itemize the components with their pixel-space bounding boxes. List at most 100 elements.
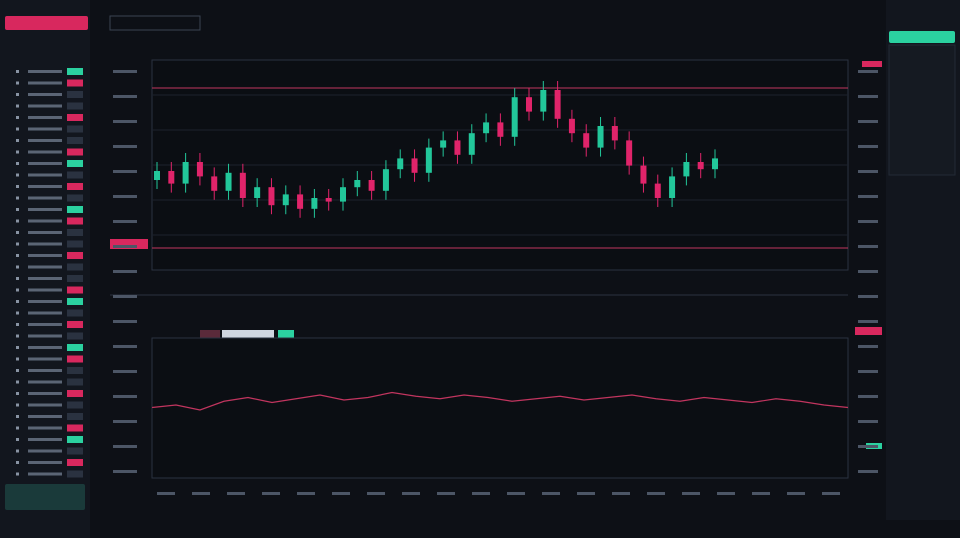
row-text [28,219,62,223]
row-text [28,323,62,326]
tab[interactable] [222,330,274,339]
row-text [28,380,62,384]
time-label [367,492,385,495]
candle-body [497,122,504,137]
row-text [28,265,62,269]
axis-label [113,220,137,223]
time-label [682,492,700,495]
row-badge [67,286,83,294]
time-label [752,492,770,495]
row-dot [16,219,19,223]
right-button[interactable] [889,31,955,43]
row-text [28,162,62,165]
axis-label [113,370,137,373]
candle-body [268,187,275,206]
row-badge [67,436,83,443]
candle-body [440,140,447,148]
row-dot [16,254,19,257]
row-dot [16,334,19,338]
axis-label [858,70,878,73]
right-box [888,44,956,176]
row-text [28,116,62,119]
candle-body [311,198,318,209]
axis-label [858,395,878,398]
row-badge [67,206,83,213]
candle-body [568,118,575,134]
tab[interactable] [200,330,220,339]
time-label [402,492,420,495]
row-badge [67,401,83,409]
row-badge [67,298,83,305]
axis-label [858,345,878,348]
row-text [28,346,62,349]
row-badge [67,160,83,167]
candle-body [483,122,490,134]
axis-label [858,370,878,373]
row-badge [67,447,83,455]
candle-body [526,97,532,112]
axis-label [113,270,137,273]
row-text [28,311,62,315]
candle-body [654,183,661,198]
row-dot [16,323,19,326]
row-badge [67,321,83,328]
candle-body [182,162,189,184]
axis-label [113,420,137,423]
row-badge [67,459,83,466]
row-dot [16,173,19,177]
row-badge [67,102,83,110]
axis-label [113,70,137,73]
axis-label [113,145,137,148]
row-text [28,231,62,234]
row-dot [16,162,19,165]
row-dot [16,242,19,246]
candle-body [168,171,175,184]
row-text [28,208,62,211]
axis-label [858,95,878,98]
row-text [28,127,62,131]
row-text [28,334,62,338]
axis-label [858,445,878,448]
row-badge [67,424,83,432]
candle-body [683,162,690,177]
axis-label [858,245,878,248]
row-badge [67,171,83,179]
axis-label [113,95,137,98]
row-text [28,438,62,441]
row-badge [67,91,83,98]
row-text [28,277,62,280]
row-dot [16,81,19,85]
row-dot [16,449,19,453]
time-label [647,492,665,495]
row-text [28,139,62,142]
axis-label [113,120,137,123]
row-dot [16,357,19,361]
sidebar-button[interactable] [5,16,88,30]
time-label [542,492,560,495]
axis-label [113,295,137,298]
row-dot [16,369,19,372]
row-text [28,150,62,154]
row-text [28,369,62,372]
candle-body [468,133,475,155]
candle-body [583,133,590,148]
row-text [28,242,62,246]
row-badge [67,114,83,121]
candle-body [540,90,547,112]
tab[interactable] [278,330,294,339]
search-box[interactable] [109,15,201,31]
line-series [151,391,849,411]
row-text [28,300,62,303]
axis-label [113,345,137,348]
row-text [28,185,62,188]
axis-label [113,320,137,323]
row-text [28,357,62,361]
candle-body [254,187,261,198]
axis-label [113,470,137,473]
time-label [437,492,455,495]
axis-label [113,245,137,248]
axis-label [113,445,137,448]
candle-body [225,172,232,191]
candle-body [239,172,246,198]
row-text [28,288,62,292]
